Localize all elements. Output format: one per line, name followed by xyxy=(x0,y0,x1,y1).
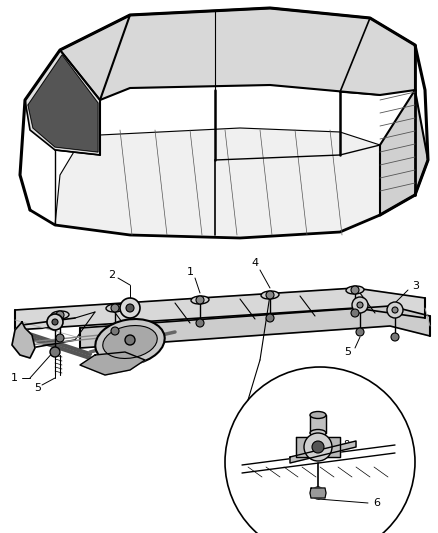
Circle shape xyxy=(126,304,134,312)
Polygon shape xyxy=(80,306,430,348)
Circle shape xyxy=(266,291,274,299)
Text: 5: 5 xyxy=(35,383,42,393)
Circle shape xyxy=(47,314,63,330)
Circle shape xyxy=(56,334,64,342)
Text: 5: 5 xyxy=(345,347,352,357)
Circle shape xyxy=(56,311,64,319)
Circle shape xyxy=(352,297,368,313)
Polygon shape xyxy=(15,288,425,330)
Ellipse shape xyxy=(103,326,157,359)
Circle shape xyxy=(351,286,359,294)
Polygon shape xyxy=(60,8,415,100)
Ellipse shape xyxy=(310,411,326,418)
Polygon shape xyxy=(25,50,100,155)
Text: 5: 5 xyxy=(110,363,117,373)
Ellipse shape xyxy=(261,291,279,299)
Ellipse shape xyxy=(95,319,165,365)
Circle shape xyxy=(120,298,140,318)
Circle shape xyxy=(356,328,364,336)
Text: 6: 6 xyxy=(373,498,380,508)
Circle shape xyxy=(266,314,274,322)
Ellipse shape xyxy=(346,286,364,294)
Polygon shape xyxy=(12,322,35,358)
Circle shape xyxy=(196,296,204,304)
Ellipse shape xyxy=(51,311,69,319)
Text: 2: 2 xyxy=(108,270,115,280)
Text: 4: 4 xyxy=(251,258,258,268)
Circle shape xyxy=(391,333,399,341)
Polygon shape xyxy=(296,437,340,457)
Circle shape xyxy=(392,307,398,313)
Text: 8: 8 xyxy=(343,440,349,450)
Circle shape xyxy=(196,319,204,327)
Circle shape xyxy=(357,302,363,308)
Text: 1: 1 xyxy=(187,267,194,277)
Circle shape xyxy=(351,309,359,317)
Circle shape xyxy=(304,433,332,461)
Polygon shape xyxy=(290,441,356,463)
Circle shape xyxy=(52,319,58,325)
Ellipse shape xyxy=(106,304,124,312)
Circle shape xyxy=(312,441,324,453)
Polygon shape xyxy=(310,488,326,498)
Polygon shape xyxy=(55,128,380,238)
Circle shape xyxy=(125,335,135,345)
Polygon shape xyxy=(380,90,428,215)
Ellipse shape xyxy=(310,430,326,437)
Text: 1: 1 xyxy=(11,373,18,383)
Circle shape xyxy=(387,302,403,318)
Text: 3: 3 xyxy=(412,281,419,291)
Circle shape xyxy=(312,487,324,499)
Polygon shape xyxy=(80,352,145,375)
Polygon shape xyxy=(310,415,326,433)
Ellipse shape xyxy=(191,296,209,304)
Polygon shape xyxy=(28,55,98,152)
Circle shape xyxy=(111,327,119,335)
Circle shape xyxy=(111,304,119,312)
Circle shape xyxy=(50,347,60,357)
